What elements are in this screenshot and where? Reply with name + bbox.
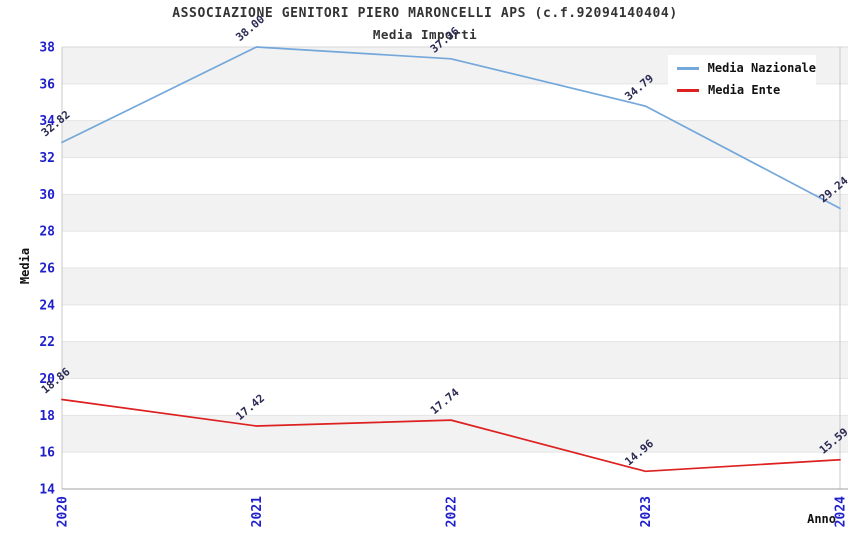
y-tick-label: 30 [39, 188, 55, 203]
grid-band [62, 378, 848, 416]
x-axis-title: Anno [807, 512, 836, 526]
x-tick-label: 2021 [250, 496, 265, 527]
grid-band [62, 157, 848, 195]
y-tick-label: 20 [39, 372, 55, 387]
y-tick-label: 26 [39, 262, 55, 277]
grid-band [62, 194, 848, 232]
grid-band [62, 120, 848, 158]
x-tick-label: 2020 [56, 496, 71, 527]
y-tick-label: 38 [39, 41, 55, 56]
grid-band [62, 341, 848, 379]
y-tick-label: 14 [39, 483, 55, 498]
chart-title: ASSOCIAZIONE GENITORI PIERO MARONCELLI A… [172, 6, 678, 21]
grid-band [62, 231, 848, 268]
grid-band [62, 304, 848, 342]
legend-item-media-ente: Media Ente [668, 82, 816, 98]
x-tick-label: 2022 [445, 496, 460, 527]
y-tick-label: 36 [39, 77, 55, 92]
x-tick-label: 2024 [834, 496, 849, 527]
y-tick-label: 16 [39, 446, 55, 461]
legend-item-media-nazionale: Media Nazionale [668, 60, 816, 76]
y-tick-label: 24 [39, 298, 55, 313]
y-tick-label: 28 [39, 225, 55, 240]
y-tick-label: 34 [39, 114, 55, 129]
point-label: 38.00 [233, 13, 267, 44]
y-tick-label: 32 [39, 151, 55, 166]
legend-swatch-red-line-icon [677, 88, 699, 92]
legend-label: Media Ente [708, 83, 781, 97]
legend: Media Nazionale Media Ente [668, 55, 816, 103]
y-tick-label: 18 [39, 409, 55, 424]
series-line-media-nazionale [61, 46, 841, 210]
grid-band [62, 452, 848, 489]
chart-subtitle: Media Importi [372, 27, 478, 42]
series-line-media-ente [61, 398, 841, 473]
legend-swatch-blue-line-icon [677, 66, 699, 70]
grid-band [62, 268, 848, 305]
legend-label: Media Nazionale [707, 61, 816, 75]
x-tick-label: 2023 [639, 496, 654, 527]
y-tick-label: 22 [39, 335, 55, 350]
y-axis-title: Media [18, 247, 32, 285]
